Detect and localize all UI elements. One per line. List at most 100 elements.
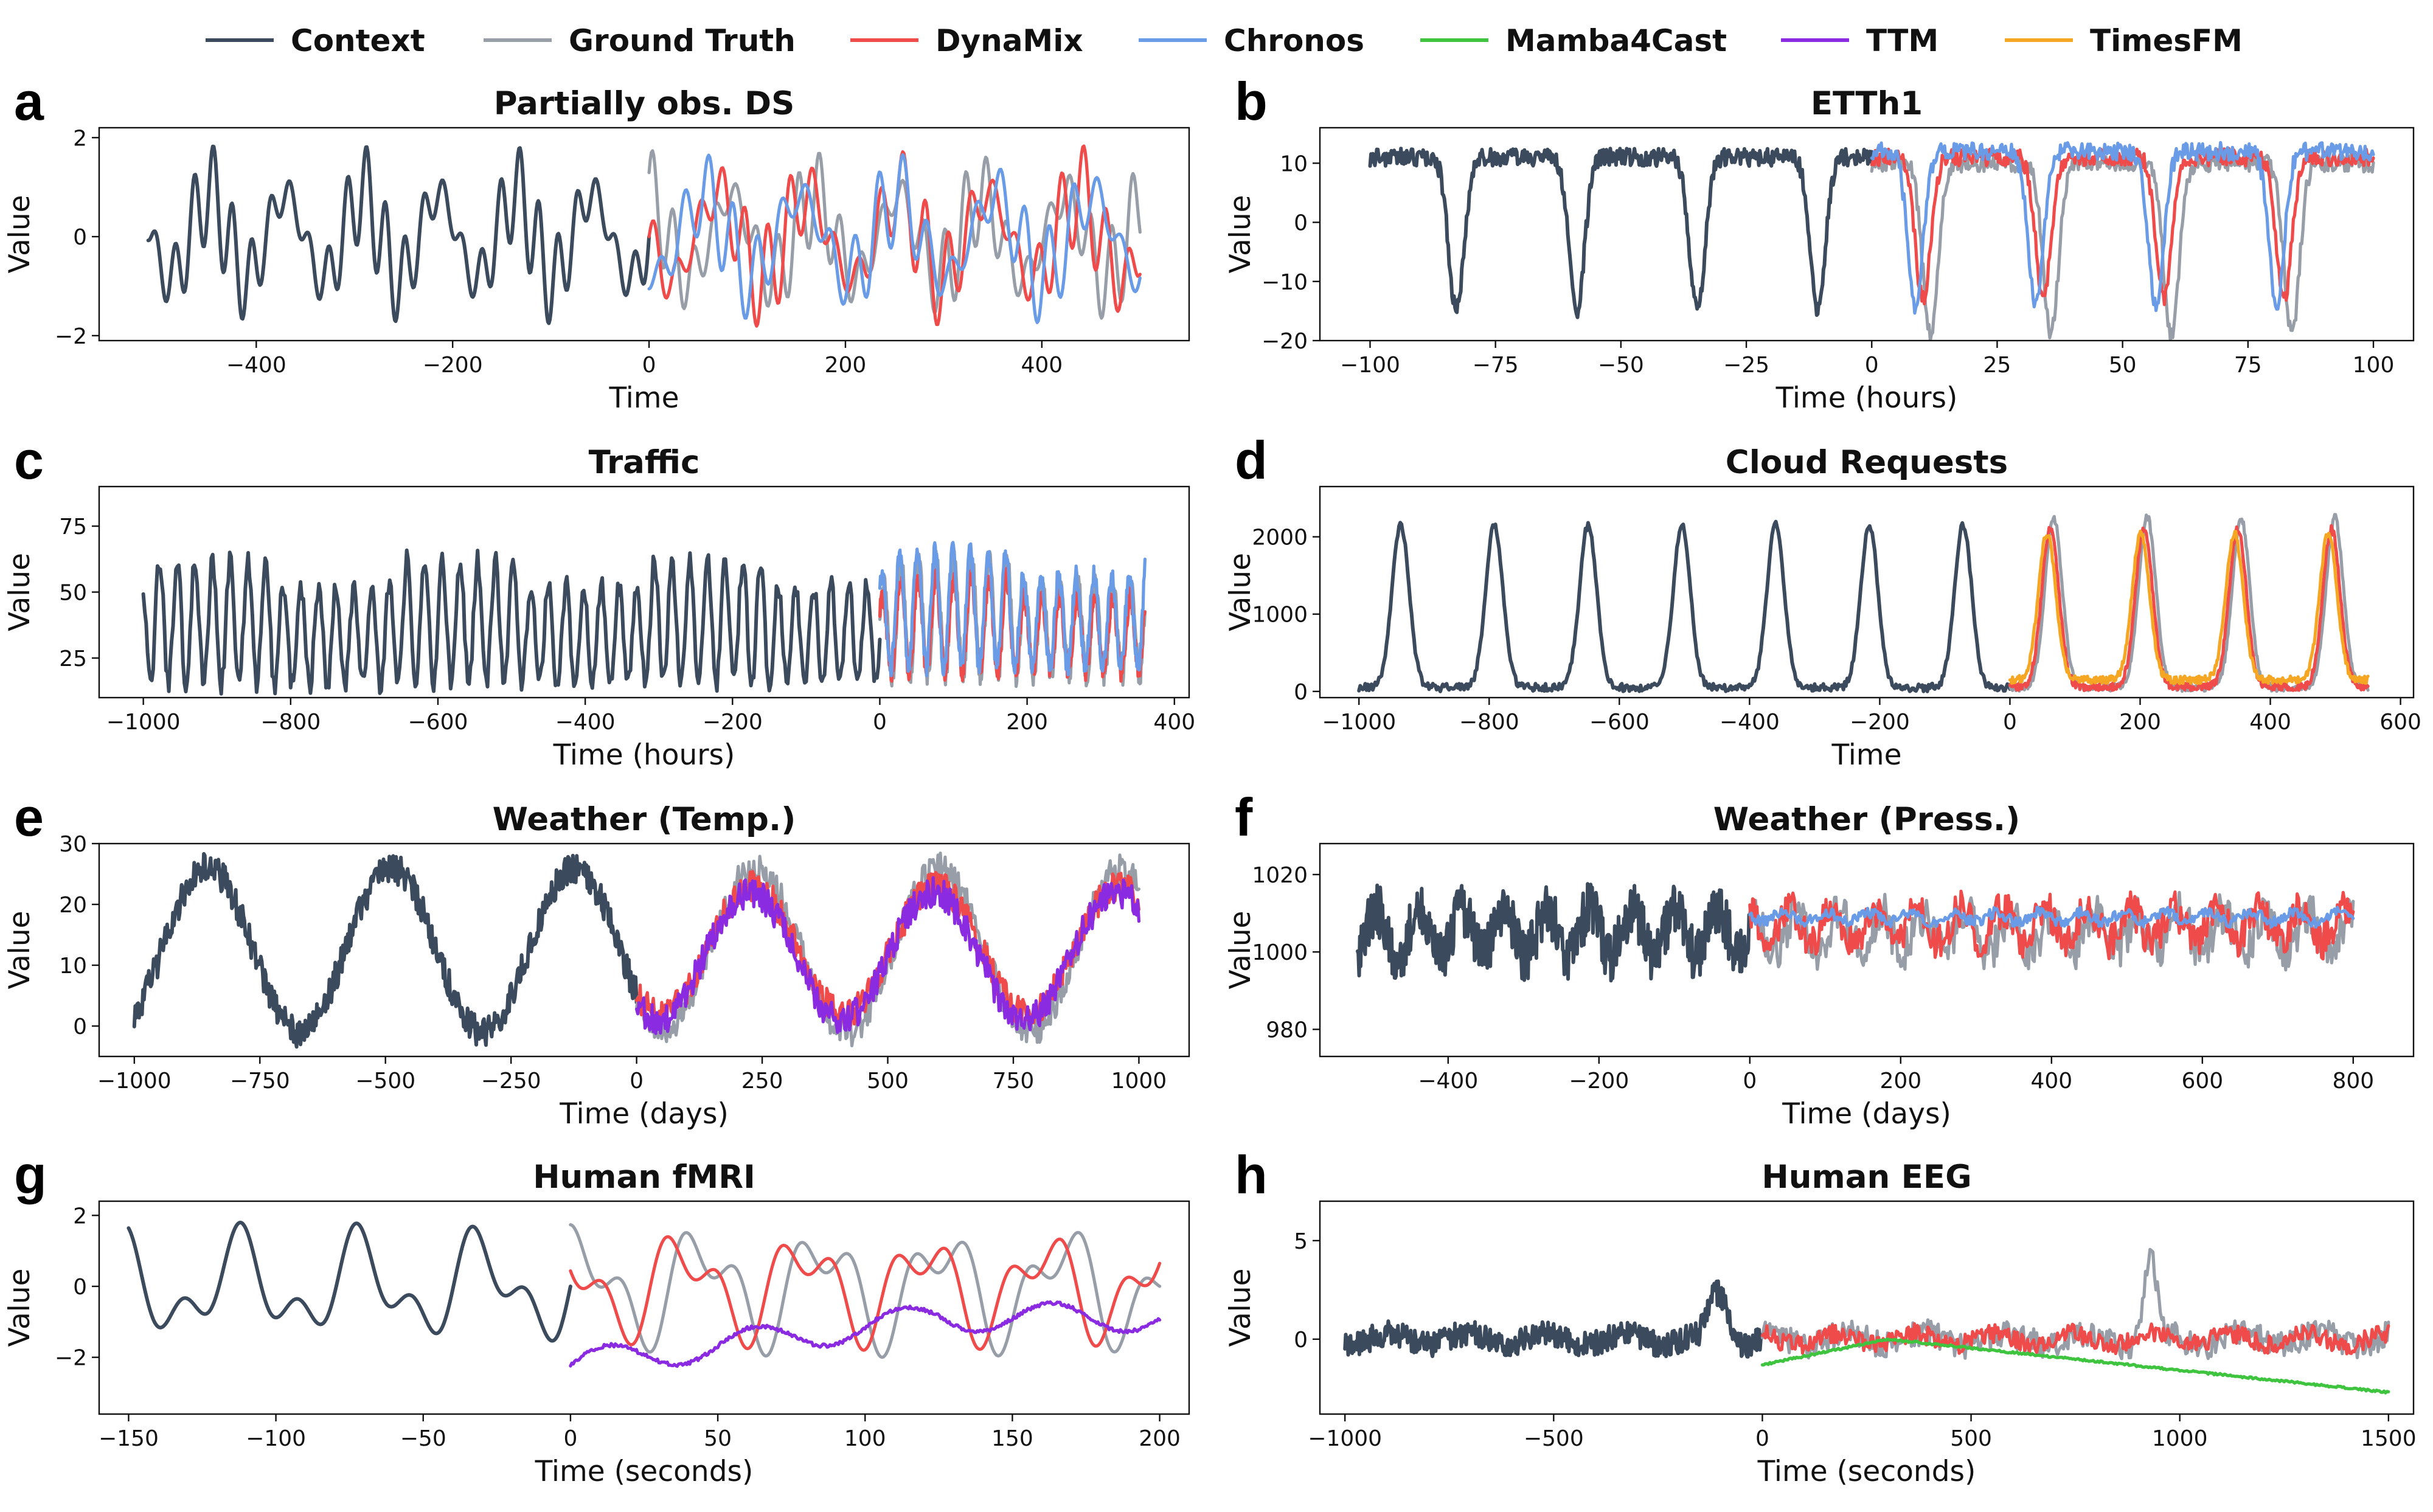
xtick-label-c: −1000 [106,710,181,735]
series-b-context [1368,147,1874,319]
panel-title-e: Weather (Temp.) [493,801,796,838]
series-h-context [1343,1279,1765,1359]
series-group-g [127,1221,1162,1368]
series-group-d [1357,513,2370,693]
legend-item-ground_truth: Ground Truth [484,23,796,58]
legend-label-mamba4cast: Mamba4Cast [1505,23,1727,58]
xtick-label-d: −800 [1459,710,1519,735]
xtick-label-b: −75 [1473,353,1519,378]
panel-title-b: ETTh1 [1811,85,1923,122]
panels: a Partially obs. DS−400 −200 0 200 400−202Tim… [3,71,2421,1488]
panel-letter-f: f [1235,787,1253,847]
panel-title-a: Partially obs. DS [494,85,795,122]
legend-item-dynamix: DynaMix [850,23,1083,58]
xtick-label-h: 1000 [2152,1426,2208,1451]
xtick-label-a: 0 [642,353,656,378]
series-h-mamba4cast [1760,1337,2390,1395]
x-axis-label-a: Time [608,381,679,415]
xtick-label-b: −100 [1340,353,1400,378]
x-axis-label-c: Time (hours) [553,738,735,772]
legend-label-ttm: TTM [1866,23,1938,58]
series-c-context [141,548,882,696]
x-axis-label-d: Time [1831,738,1901,772]
ytick-label-g: −2 [55,1346,87,1371]
ytick-label-c: 50 [59,581,87,606]
panel-letter-h: h [1235,1145,1268,1205]
panel-a: a Partially obs. DS −400 −200 0 200 400 −2 0 2 Tim… [3,71,1190,415]
xtick-label-d: −200 [1850,710,1910,735]
xtick-label-e: −750 [230,1069,290,1094]
panel-letter-g: g [14,1145,47,1205]
x-axis-label-g: Time (seconds) [535,1455,754,1488]
panel-letter-b: b [1235,71,1268,131]
x-axis-label-e: Time (days) [559,1097,729,1131]
xtick-label-h: 0 [1755,1426,1769,1451]
series-h-dynamix [1760,1322,2390,1356]
y-axis-label-f: Value [1224,910,1257,989]
xtick-label-c: −400 [555,710,616,735]
y-axis-label-d: Value [1224,553,1257,631]
series-group-c [141,541,1147,696]
plot-frame-e [98,842,1190,1058]
xtick-label-c: 400 [1153,710,1195,735]
plot-frame-h [1319,1200,2415,1415]
ytick-label-h: 0 [1294,1328,1308,1353]
legend: Context Ground Truth DynaMix Chronos Mamba4C… [206,23,2243,58]
panel-title-f: Weather (Press.) [1713,801,2020,838]
series-f-chronos [1748,906,2355,929]
panel-e: e Weather (Temp.) −1000 −750 −500 −250 0 250 500… [3,787,1190,1131]
legend-label-ground_truth: Ground Truth [569,23,796,58]
series-group-b [1368,140,2375,341]
ytick-label-h: 5 [1294,1229,1308,1254]
xtick-label-g: −150 [99,1426,159,1451]
legend-item-chronos: Chronos [1139,23,1364,58]
panel-d: d Cloud Requests −1000 −800 −600 −400 −200 0 200… [1224,430,2421,772]
panel-f: f Weather (Press.) −400 −200 0 200 400 600 800 98… [1224,787,2415,1131]
xtick-label-f: 200 [1879,1069,1921,1094]
x-axis-label-h: Time (seconds) [1757,1455,1976,1488]
ytick-label-d: 0 [1294,680,1308,705]
xtick-label-f: 800 [2332,1069,2374,1094]
panel-c: c Traffic −1000 −800 −600 −400 −200 0 200 400 25 50… [3,430,1195,772]
xtick-label-a: −400 [226,353,286,378]
xtick-label-e: 250 [741,1069,783,1094]
legend-label-chronos: Chronos [1224,23,1364,58]
series-g-ttm [569,1300,1162,1368]
xtick-label-e: 0 [630,1069,644,1094]
panel-b: b ETTh1−100 −75 −50 −25 0 25 50 75 100−20−10010Ti… [1224,71,2415,415]
series-b-chronos [1870,140,2375,315]
xtick-label-a: 200 [825,353,867,378]
series-a-context [146,144,651,325]
xtick-label-b: −50 [1598,353,1644,378]
legend-item-timesfm: TimesFM [2005,23,2243,58]
ytick-label-d: 1000 [1252,603,1308,628]
legend-label-timesfm: TimesFM [2090,23,2243,58]
xtick-label-c: −600 [408,710,468,735]
xtick-label-f: 400 [2030,1069,2072,1094]
ytick-label-d: 2000 [1252,525,1308,550]
ytick-label-e: 30 [59,832,87,857]
xtick-label-e: −500 [355,1069,415,1094]
ytick-label-a: −2 [55,324,87,349]
panel-letter-a: a [14,71,44,131]
panel-title-h: Human EEG [1761,1159,1971,1196]
xtick-label-f: 600 [2181,1069,2223,1094]
xtick-label-b: 75 [2234,353,2262,378]
xtick-label-d: 600 [2379,710,2421,735]
legend-label-context: Context [291,23,425,58]
series-e-ttm [635,876,1140,1035]
series-h-ground_truth [1760,1247,2390,1361]
ytick-label-f: 980 [1266,1018,1308,1042]
y-axis-label-a: Value [3,195,36,273]
series-a-chronos [647,153,1142,324]
ytick-label-f: 1020 [1252,863,1308,888]
xtick-label-g: 0 [563,1426,577,1451]
y-axis-label-g: Value [3,1268,36,1347]
xtick-label-h: −500 [1524,1426,1584,1451]
xtick-label-h: 1500 [2361,1426,2417,1451]
ytick-label-a: 2 [73,126,87,151]
series-e-context [132,851,639,1049]
xtick-label-e: −250 [481,1069,541,1094]
xtick-label-g: 100 [844,1426,886,1451]
